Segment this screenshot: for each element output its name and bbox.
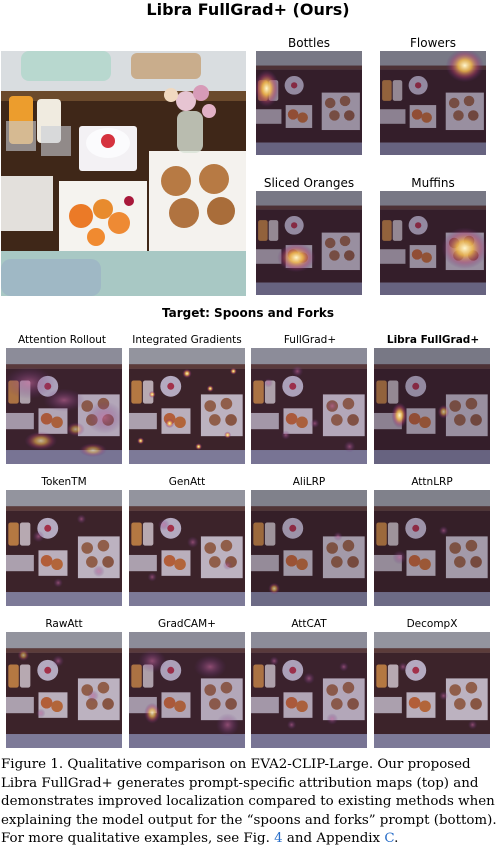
method-label-attention-rollout: Attention Rollout: [17, 334, 107, 346]
target-label: Target: Spoons and Forks: [161, 306, 335, 320]
method-label-gradcam-plus: GradCAM+: [158, 618, 216, 630]
method-label-decompx: DecompX: [406, 618, 458, 630]
top-label-flowers: Flowers: [410, 36, 456, 50]
method-map-genatt: [129, 490, 245, 606]
caption-line: demonstrates improved localization compa…: [1, 794, 495, 810]
method-map-gradcam-plus: [129, 632, 245, 748]
figure-title: Libra FullGrad+ (Ours): [146, 0, 350, 19]
attribution-map-sliced-oranges: [256, 191, 362, 295]
caption-text: .: [394, 831, 399, 847]
method-label-rawatt: RawAtt: [45, 618, 83, 630]
method-label-attcat: AttCAT: [291, 618, 327, 630]
method-label-attnlrp: AttnLRP: [411, 476, 453, 488]
method-map-attnlrp: [374, 490, 490, 606]
top-label-muffins: Muffins: [411, 176, 455, 190]
attribution-map-muffins: [380, 191, 486, 295]
method-label-alilrp: AliLRP: [292, 476, 326, 488]
top-label-bottles: Bottles: [288, 36, 330, 50]
appendix-reference-link[interactable]: C: [384, 831, 395, 847]
method-label-libra-fullgrad-plus: Libra FullGrad+: [386, 334, 480, 346]
caption-line: For more qualitative examples, see Fig. …: [1, 830, 495, 849]
method-map-alilrp: [251, 490, 367, 606]
figure-reference-link[interactable]: 4: [274, 831, 283, 847]
method-label-tokentm: TokenTM: [41, 476, 87, 488]
method-map-attention-rollout: [6, 348, 122, 464]
caption-line: Figure 1. Qualitative comparison on EVA2…: [1, 757, 471, 772]
source-photo: [1, 51, 246, 296]
method-map-fullgrad-plus: [251, 348, 367, 464]
caption-text: and Appendix: [282, 831, 385, 847]
method-map-tokentm: [6, 490, 122, 606]
top-label-sliced-oranges: Sliced Oranges: [263, 176, 355, 190]
method-map-integrated-gradients: [129, 348, 245, 464]
method-label-integrated-gradients: Integrated Gradients: [132, 334, 242, 346]
attribution-map-flowers: [380, 51, 486, 155]
method-label-fullgrad-plus: FullGrad+: [283, 334, 337, 346]
method-map-rawatt: [6, 632, 122, 748]
attribution-map-bottles: [256, 51, 362, 155]
method-map-libra-fullgrad-plus: [374, 348, 490, 464]
caption-line: Libra FullGrad+ generates prompt-specifi…: [1, 775, 479, 791]
figure-caption: Figure 1. Qualitative comparison on EVA2…: [1, 756, 496, 849]
caption-text: For more qualitative examples, see Fig.: [1, 831, 275, 847]
method-map-decompx: [374, 632, 490, 748]
caption-line: explaining the model output for the “spo…: [1, 812, 496, 828]
method-label-genatt: GenAtt: [168, 476, 206, 488]
method-map-attcat: [251, 632, 367, 748]
